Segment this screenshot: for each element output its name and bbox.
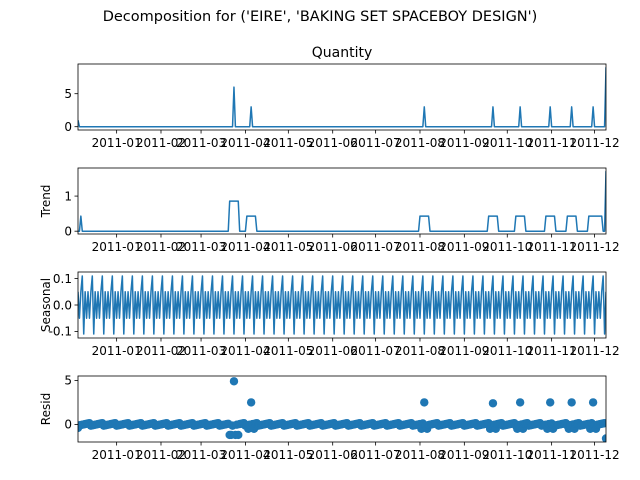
- trend-axes-frame: [77, 167, 607, 235]
- figure-suptitle: Decomposition for ('EIRE', 'BAKING SET S…: [103, 9, 538, 25]
- y-tick-label: 0: [64, 224, 72, 238]
- panel-observed: 052011-012011-022011-032011-042011-05201…: [64, 45, 619, 150]
- x-tick-label: 2011-11: [527, 136, 577, 150]
- x-tick-label: 2011-05: [263, 240, 313, 254]
- resid-point: [588, 398, 598, 407]
- x-tick-label: 2011-12: [569, 240, 619, 254]
- seasonal-plot-area: [78, 275, 606, 335]
- x-tick-label: 2011-10: [482, 344, 532, 358]
- x-tick-label: 2011-04: [220, 240, 270, 254]
- x-tick-label: 2011-05: [263, 448, 313, 462]
- y-tick-label: 5: [64, 374, 72, 388]
- x-tick-label: 2011-04: [220, 448, 270, 462]
- observed-series-line: [78, 67, 606, 128]
- x-tick-label: 2011-07: [351, 136, 401, 150]
- resid-point: [515, 398, 525, 407]
- x-tick-label: 2011-01: [92, 136, 142, 150]
- x-tick-label: 2011-09: [439, 448, 489, 462]
- x-tick-label: 2011-04: [220, 136, 270, 150]
- x-tick-label: 2011-03: [176, 448, 226, 462]
- resid-point: [229, 377, 239, 386]
- x-tick-label: 2011-04: [220, 344, 270, 358]
- x-tick-label: 2011-10: [482, 136, 532, 150]
- trend-series-line: [78, 171, 606, 232]
- y-tick-label: -0.1: [49, 325, 72, 339]
- resid-ylabel: Resid: [39, 393, 53, 425]
- x-tick-label: 2011-08: [395, 240, 445, 254]
- x-tick-label: 2011-09: [439, 344, 489, 358]
- x-tick-label: 2011-06: [308, 344, 358, 358]
- x-tick-label: 2011-10: [482, 240, 532, 254]
- panel-resid: 052011-012011-022011-032011-042011-05201…: [39, 374, 620, 462]
- trend-plot-area: [78, 171, 606, 232]
- x-tick-label: 2011-08: [395, 448, 445, 462]
- x-tick-label: 2011-05: [263, 344, 313, 358]
- panel-trend: 012011-012011-022011-032011-042011-05201…: [39, 167, 620, 254]
- x-tick-label: 2011-09: [439, 240, 489, 254]
- observed-title: Quantity: [312, 45, 373, 61]
- x-tick-label: 2011-12: [569, 344, 619, 358]
- x-tick-label: 2011-03: [176, 136, 226, 150]
- seasonal-series-line: [78, 275, 606, 335]
- resid-axes-frame: [77, 375, 607, 443]
- x-tick-label: 2011-11: [527, 448, 577, 462]
- resid-point: [420, 398, 429, 407]
- y-tick-label: 0.0: [53, 298, 72, 312]
- resid-plot-area: [78, 377, 606, 442]
- x-tick-label: 2011-02: [136, 240, 186, 254]
- x-tick-label: 2011-03: [176, 240, 226, 254]
- x-tick-label: 2011-02: [136, 448, 186, 462]
- resid-point: [488, 399, 498, 408]
- x-tick-label: 2011-09: [439, 136, 489, 150]
- y-tick-label: 0: [64, 418, 72, 432]
- y-tick-label: 0.1: [53, 272, 72, 286]
- resid-point: [234, 430, 243, 440]
- seasonal-ylabel: Seasonal: [39, 278, 53, 332]
- panel-seasonal: -0.10.00.12011-012011-022011-032011-0420…: [39, 271, 620, 358]
- x-tick-label: 2011-08: [395, 344, 445, 358]
- x-tick-label: 2011-02: [136, 136, 186, 150]
- x-tick-label: 2011-12: [569, 448, 619, 462]
- resid-point: [600, 418, 606, 428]
- x-tick-label: 2011-11: [527, 344, 577, 358]
- x-tick-label: 2011-01: [92, 240, 142, 254]
- resid-point: [601, 434, 606, 442]
- x-tick-label: 2011-01: [92, 448, 142, 462]
- observed-axes-frame: [77, 63, 607, 131]
- x-tick-label: 2011-01: [92, 344, 142, 358]
- y-tick-label: 1: [64, 189, 72, 203]
- x-tick-label: 2011-07: [351, 344, 401, 358]
- observed-plot-area: [78, 67, 606, 128]
- x-tick-label: 2011-08: [395, 136, 445, 150]
- x-tick-label: 2011-02: [136, 344, 186, 358]
- x-tick-label: 2011-06: [308, 448, 358, 462]
- y-tick-label: 5: [64, 87, 72, 101]
- x-tick-label: 2011-03: [176, 344, 226, 358]
- x-tick-label: 2011-10: [482, 448, 532, 462]
- x-tick-label: 2011-07: [351, 448, 401, 462]
- x-tick-label: 2011-12: [569, 136, 619, 150]
- x-tick-label: 2011-11: [527, 240, 577, 254]
- trend-ylabel: Trend: [39, 185, 53, 219]
- x-tick-label: 2011-06: [308, 136, 358, 150]
- resid-point: [246, 398, 256, 407]
- resid-point: [567, 398, 576, 407]
- x-tick-label: 2011-07: [351, 240, 401, 254]
- x-tick-label: 2011-06: [308, 240, 358, 254]
- resid-point: [546, 398, 555, 407]
- x-tick-label: 2011-05: [263, 136, 313, 150]
- y-tick-label: 0: [64, 120, 72, 134]
